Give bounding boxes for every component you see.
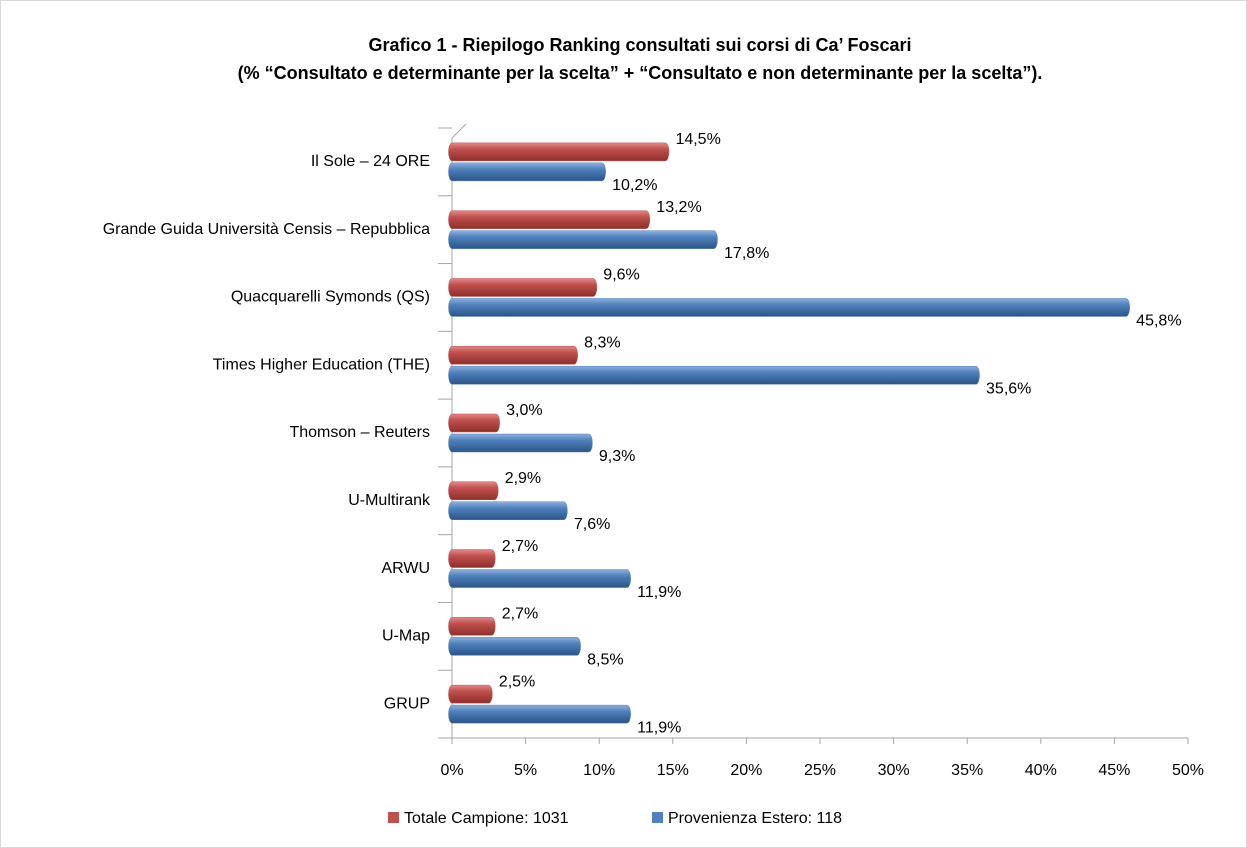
value-label: 8,5%: [587, 652, 623, 669]
y-tick-label: Il Sole – 24 ORE: [311, 153, 430, 170]
x-tick-label: 45%: [1098, 762, 1130, 779]
x-tick-label: 40%: [1025, 762, 1057, 779]
x-tick-label: 15%: [657, 762, 689, 779]
x-tick-label: 10%: [583, 762, 615, 779]
x-tick-label: 30%: [878, 762, 910, 779]
bar: [448, 569, 631, 588]
x-tick-label: 25%: [804, 762, 836, 779]
bar: [448, 230, 718, 249]
bar: [448, 637, 581, 656]
bar: [448, 142, 670, 162]
bar: [448, 501, 568, 521]
bar: [448, 365, 980, 385]
y-tick-label: U-Map: [382, 628, 430, 645]
value-label: 2,7%: [502, 538, 538, 555]
y-tick-label: GRUP: [384, 695, 430, 712]
legend-swatch: [652, 812, 663, 823]
value-label: 11,9%: [637, 584, 681, 601]
bar: [448, 162, 606, 182]
x-tick-label: 5%: [514, 762, 537, 779]
bar: [448, 278, 598, 297]
value-label: 2,5%: [499, 673, 535, 690]
value-label: 9,6%: [603, 267, 639, 284]
value-label: 45,8%: [1136, 313, 1181, 330]
y-tick-label: Times Higher Education (THE): [213, 356, 430, 373]
bar: [448, 704, 631, 724]
value-label: 3,0%: [506, 402, 542, 419]
value-label: 7,6%: [574, 516, 610, 533]
bar: [448, 617, 496, 636]
legend-label: Totale Campione: 1031: [404, 810, 569, 827]
y-tick-label: Grande Guida Università Censis – Repubbl…: [103, 221, 430, 238]
value-label: 2,9%: [505, 470, 541, 487]
bar: [448, 413, 500, 433]
x-tick-label: 35%: [951, 762, 983, 779]
x-tick-label: 20%: [730, 762, 762, 779]
legend-label: Provenienza Estero: 118: [668, 810, 842, 827]
value-label: 35,6%: [986, 380, 1031, 397]
y-tick-label: Thomson – Reuters: [289, 424, 430, 441]
value-label: 11,9%: [637, 719, 681, 736]
chart-subtitle: (% “Consultato e determinante per la sce…: [238, 63, 1043, 83]
legend-swatch: [388, 812, 399, 823]
bar: [448, 549, 496, 568]
chart-title: Grafico 1 - Riepilogo Ranking consultati…: [368, 35, 911, 55]
y-tick-label: U-Multirank: [348, 492, 431, 509]
value-label: 17,8%: [724, 245, 769, 262]
value-label: 14,5%: [675, 131, 720, 148]
x-tick-label: 0%: [440, 762, 463, 779]
value-label: 2,7%: [502, 606, 538, 623]
bar: [448, 210, 651, 229]
bar: [448, 684, 493, 704]
value-label: 10,2%: [612, 177, 657, 194]
x-tick-label: 50%: [1172, 762, 1204, 779]
value-label: 13,2%: [656, 199, 701, 216]
y-tick-label: Quacquarelli Symonds (QS): [231, 289, 430, 306]
value-label: 9,3%: [599, 448, 635, 465]
bar: [448, 345, 578, 365]
bar: [448, 298, 1130, 317]
bar: [448, 481, 499, 501]
value-label: 8,3%: [584, 334, 620, 351]
y-tick-label: ARWU: [381, 560, 430, 577]
bar: [448, 433, 593, 453]
